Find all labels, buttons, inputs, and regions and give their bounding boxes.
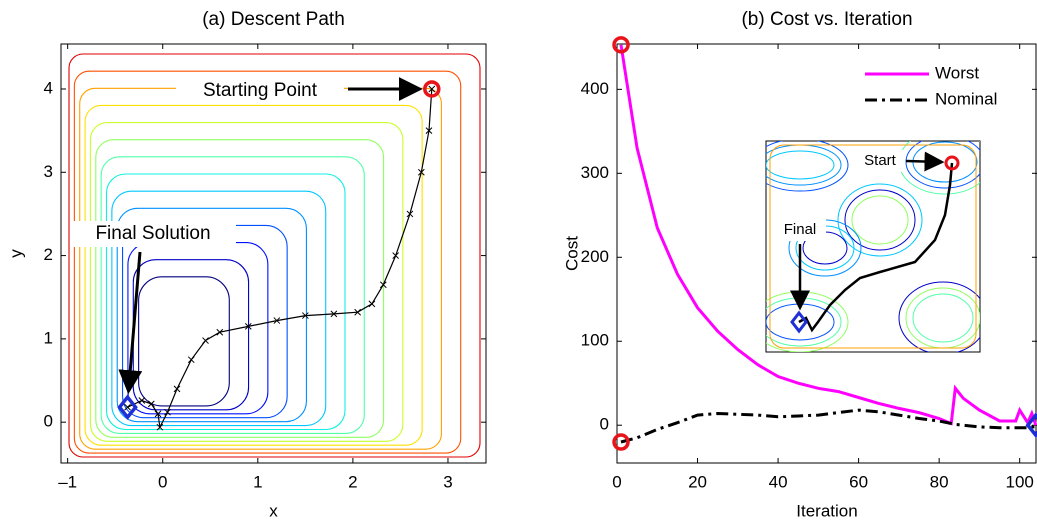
x-tick-label: 20 bbox=[688, 472, 707, 491]
x-tick-label: 40 bbox=[769, 472, 788, 491]
path-point bbox=[301, 312, 309, 319]
path-point bbox=[392, 252, 400, 259]
annotation-bg bbox=[776, 219, 826, 241]
contour-line bbox=[138, 276, 230, 407]
x-axis-label: Iteration bbox=[796, 501, 857, 520]
marker bbox=[117, 394, 138, 420]
contour-line bbox=[111, 190, 327, 427]
contour-line bbox=[132, 259, 250, 411]
contour-line bbox=[95, 139, 385, 438]
y-tick-label: 100 bbox=[581, 331, 609, 350]
marker bbox=[1025, 412, 1037, 439]
path-point bbox=[368, 300, 376, 308]
path-point bbox=[428, 85, 436, 93]
path-point bbox=[244, 323, 252, 330]
annotation-arrow bbox=[118, 251, 143, 395]
series-layer bbox=[619, 44, 1037, 444]
inset-bg bbox=[765, 140, 981, 353]
path-point bbox=[147, 400, 155, 408]
path-point bbox=[330, 310, 338, 318]
x-tick-label: 2 bbox=[348, 472, 357, 491]
y-tick-label: 300 bbox=[581, 163, 609, 182]
inset-contour bbox=[766, 141, 849, 192]
annotation-bg bbox=[176, 78, 344, 104]
path-point bbox=[425, 127, 433, 134]
x-axis-label: x bbox=[269, 501, 278, 520]
inset-contour bbox=[837, 183, 923, 257]
plot-frame bbox=[616, 43, 1037, 464]
inset-contour bbox=[851, 195, 909, 245]
path-point bbox=[273, 317, 281, 324]
x-tick-label: 100 bbox=[1005, 472, 1033, 491]
y-tick-label: 400 bbox=[581, 79, 609, 98]
contour-line bbox=[100, 156, 365, 434]
y-tick-label: 200 bbox=[581, 247, 609, 266]
x-tick-label: 3 bbox=[443, 472, 452, 491]
inset-contour bbox=[769, 144, 977, 349]
path-point bbox=[202, 337, 209, 344]
inset-contour bbox=[912, 293, 974, 343]
x-tick-label: 1 bbox=[253, 472, 262, 491]
y-axis-label: Cost bbox=[562, 236, 581, 271]
y-tick-label: 0 bbox=[600, 415, 609, 434]
contour-line bbox=[105, 173, 346, 431]
y-tick-label: 0 bbox=[44, 412, 53, 431]
inset-contour bbox=[766, 150, 835, 180]
y-tick-label: 3 bbox=[44, 162, 53, 181]
path-point bbox=[417, 168, 425, 176]
chart-title: (a) Descent Path bbox=[202, 9, 345, 30]
legend-label: Nominal bbox=[935, 89, 997, 108]
annotation: Final bbox=[784, 221, 817, 238]
inset-path bbox=[798, 162, 954, 333]
y-axis-label: y bbox=[6, 249, 25, 258]
contour-line bbox=[84, 104, 423, 446]
path-point bbox=[164, 408, 171, 416]
inset-contour bbox=[844, 189, 916, 251]
x-tick-label: 80 bbox=[930, 472, 949, 491]
path-point bbox=[216, 328, 224, 336]
x-tick-label: 0 bbox=[612, 472, 621, 491]
path-point bbox=[138, 397, 146, 404]
contour-line bbox=[122, 224, 288, 419]
descent-path bbox=[127, 88, 433, 430]
y-tick-label: 2 bbox=[44, 245, 53, 264]
marker bbox=[423, 80, 441, 98]
y-tick-label: 1 bbox=[44, 328, 53, 347]
path-point bbox=[187, 356, 195, 364]
contour-layer bbox=[68, 53, 481, 458]
path-point bbox=[379, 281, 387, 289]
x-tick-label: 0 bbox=[158, 472, 167, 491]
x-tick-label: 60 bbox=[849, 472, 868, 491]
path-point bbox=[354, 308, 361, 316]
legend-label: Worst bbox=[935, 63, 979, 82]
series-line bbox=[620, 408, 1036, 444]
contour-line bbox=[68, 53, 481, 458]
marker bbox=[612, 433, 630, 451]
y-tick-label: 4 bbox=[44, 78, 53, 97]
contour-line bbox=[73, 70, 462, 454]
path-point bbox=[406, 210, 414, 218]
path-point bbox=[173, 385, 181, 393]
inset-contour bbox=[898, 281, 980, 352]
inset-final bbox=[790, 310, 808, 334]
annotation-bg bbox=[70, 221, 236, 247]
contour-line bbox=[79, 87, 442, 450]
path-point bbox=[154, 410, 162, 418]
contour-line bbox=[89, 122, 404, 442]
annotation: Starting Point bbox=[203, 80, 318, 101]
annotation: Final Solution bbox=[95, 223, 210, 244]
plot-frame bbox=[60, 43, 487, 464]
annotation-arrow bbox=[905, 151, 945, 172]
annotation: Start bbox=[864, 152, 897, 169]
marker bbox=[612, 36, 630, 54]
chart-title: (b) Cost vs. Iteration bbox=[741, 9, 912, 30]
series-line bbox=[619, 44, 1037, 426]
inset-start bbox=[944, 155, 960, 171]
path-point bbox=[156, 423, 164, 431]
annotation-bg bbox=[855, 150, 905, 172]
x-tick-label: –1 bbox=[58, 472, 77, 491]
path-point bbox=[124, 403, 131, 411]
